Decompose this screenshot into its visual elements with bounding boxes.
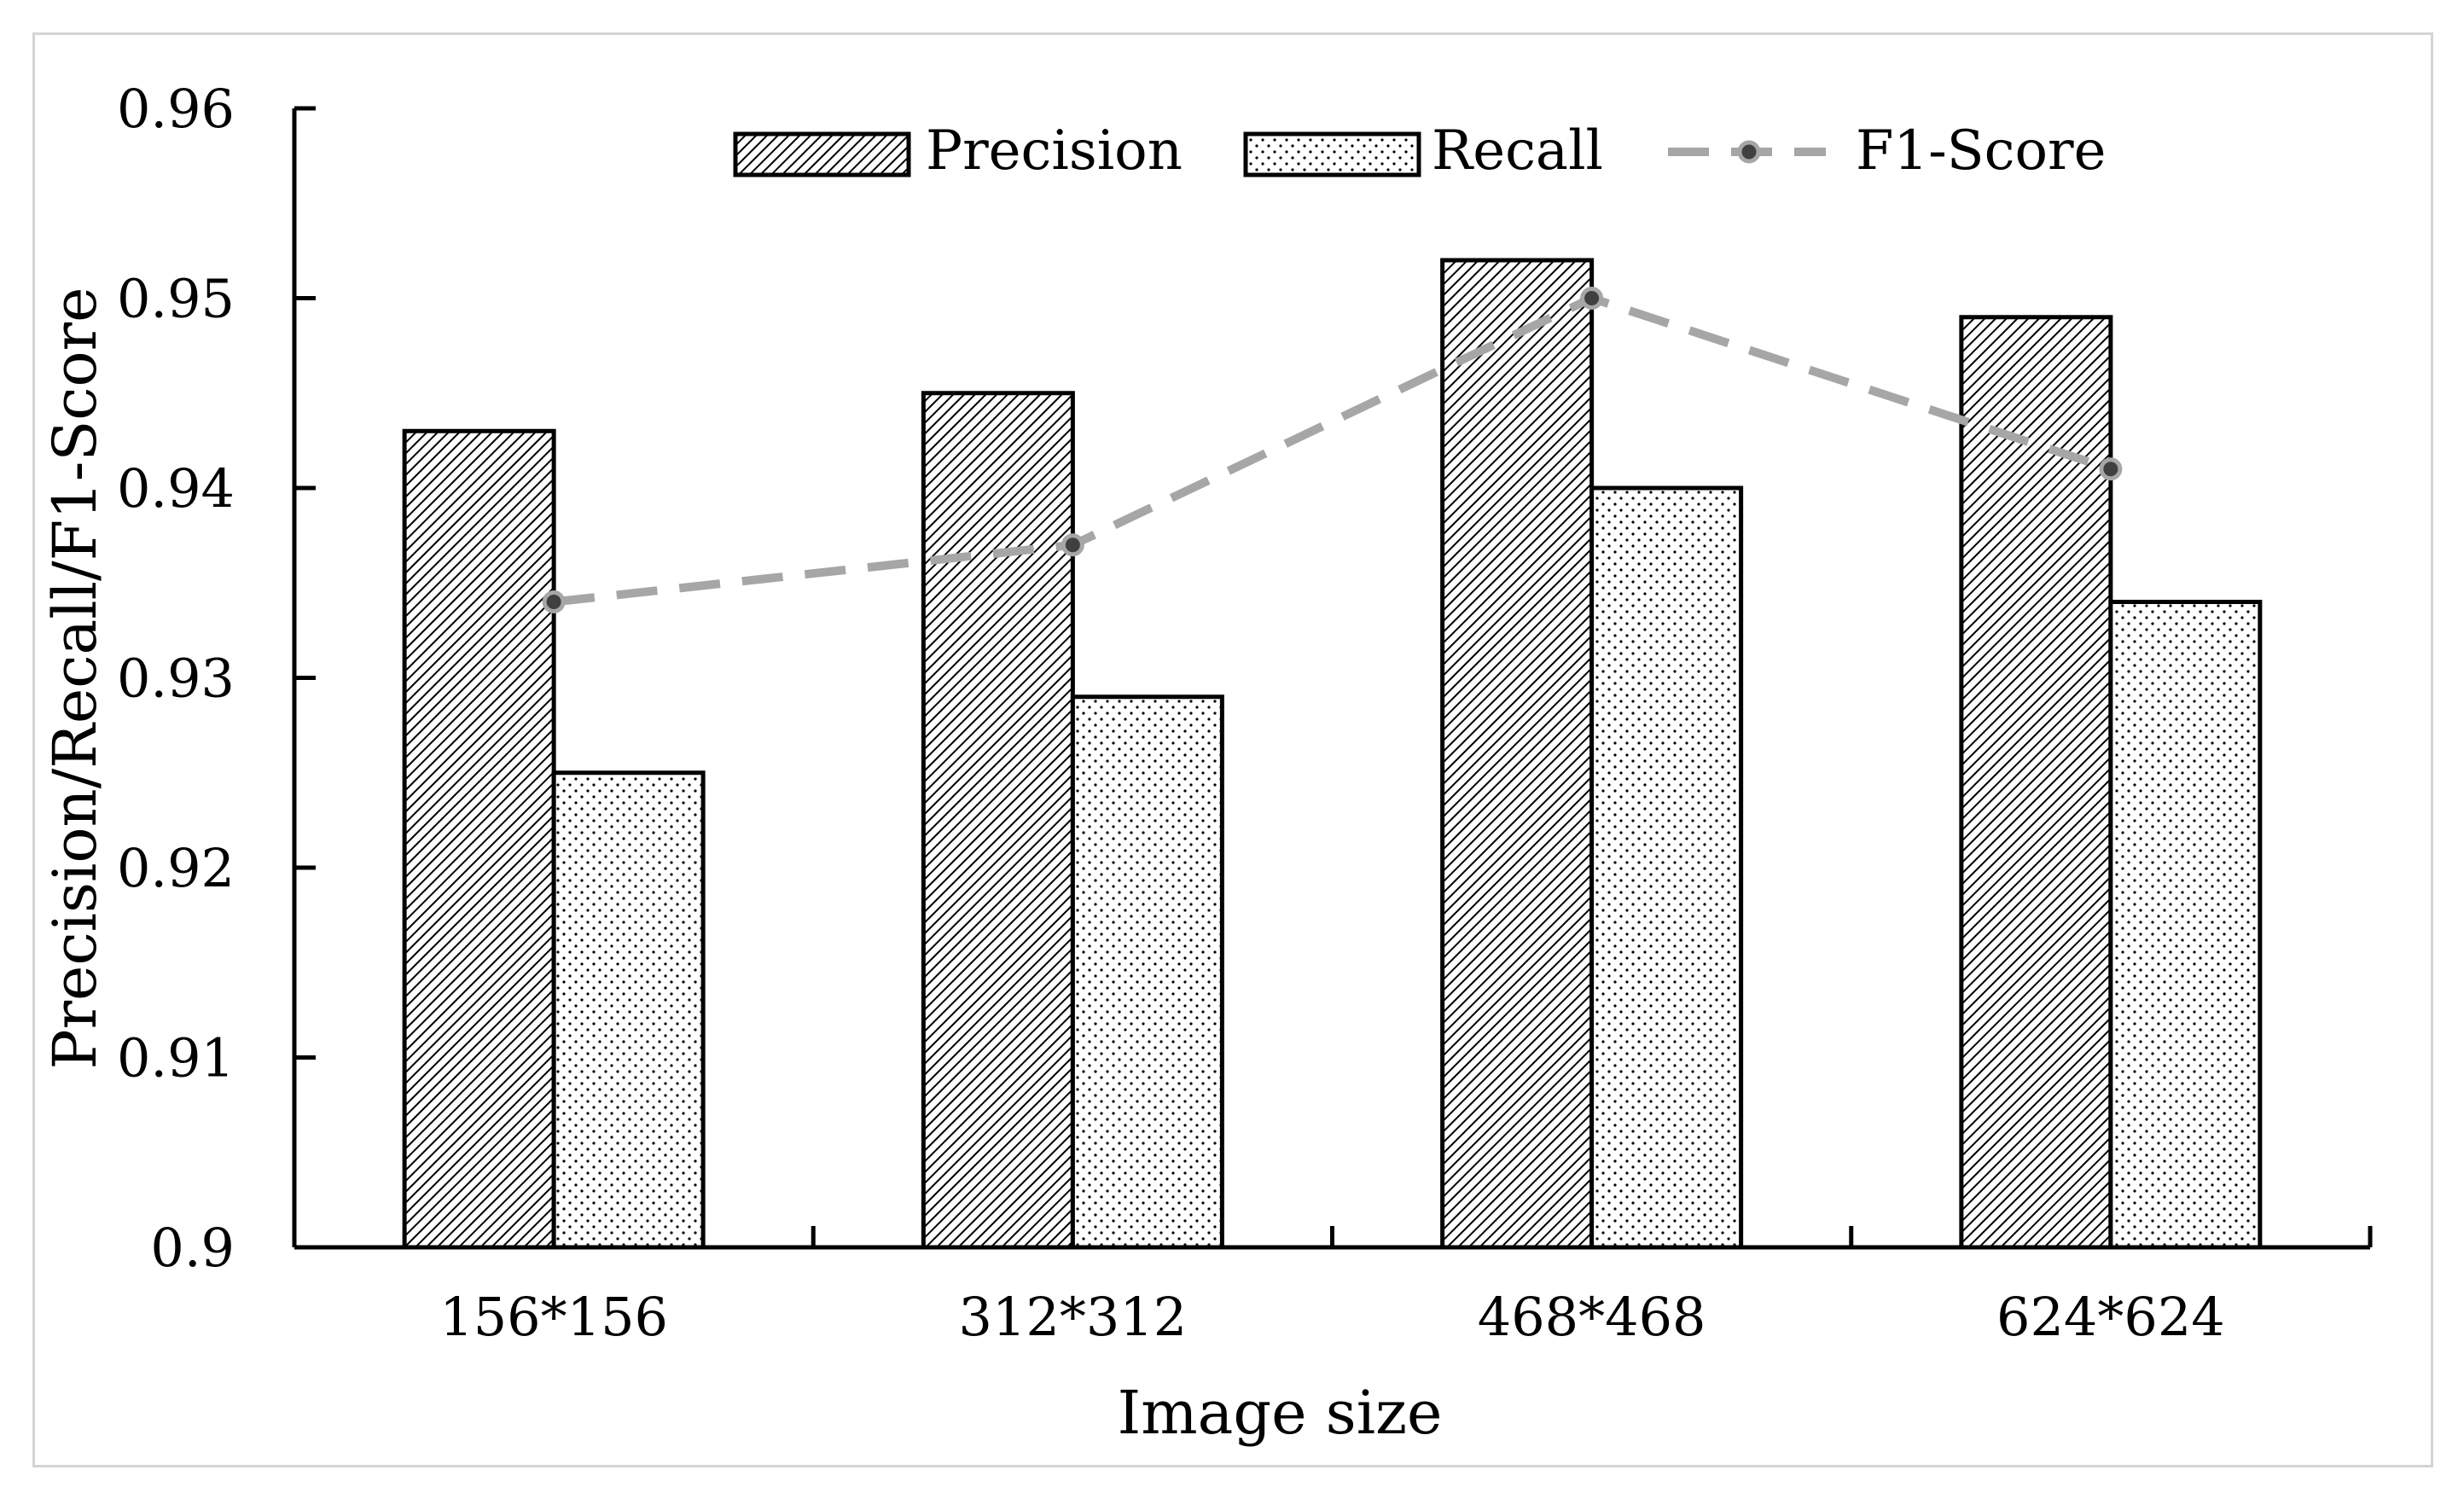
point-f1-score-1 — [542, 590, 566, 613]
bars-layer — [402, 258, 2263, 1250]
bar-precision-3 — [1440, 258, 1595, 1250]
point-f1-score-4 — [2099, 457, 2123, 481]
x-tick-label-1: 156*156 — [439, 1286, 668, 1348]
f1-line-layer — [542, 287, 2123, 613]
x-tick-label-3: 468*468 — [1478, 1286, 1706, 1348]
legend-recall-label: Recall — [1432, 119, 1603, 183]
point-f1-score-2 — [1061, 533, 1084, 557]
bar-recall-4 — [2108, 600, 2263, 1250]
axes-layer: 0.9 0.91 0.92 0.93 0.94 0.95 0.96 156*156 312*31… — [117, 78, 2373, 1348]
y-tick-label-2: 0.91 — [117, 1027, 235, 1089]
legend-f1-label: F1-Score — [1856, 119, 2106, 183]
x-axis-title: Image size — [1118, 1378, 1443, 1448]
y-tick-label-6: 0.95 — [117, 268, 235, 330]
bar-recall-2 — [1070, 694, 1224, 1250]
y-tick-label-5: 0.94 — [117, 457, 235, 520]
x-tick-label-2: 312*312 — [959, 1286, 1188, 1348]
legend: Precision Recall F1-Score — [733, 119, 2106, 183]
legend-precision-swatch — [733, 131, 911, 177]
y-tick-label-3: 0.92 — [117, 837, 235, 899]
legend-recall-swatch — [1243, 131, 1421, 177]
bar-recall-1 — [551, 770, 706, 1250]
y-tick-label-1: 0.9 — [150, 1217, 235, 1279]
bar-precision-2 — [921, 391, 1075, 1250]
bar-recall-3 — [1589, 485, 1744, 1250]
bar-precision-1 — [402, 428, 556, 1250]
y-tick-label-4: 0.93 — [117, 648, 235, 710]
x-tick-label-4: 624*624 — [1996, 1286, 2225, 1348]
legend-f1-swatch-marker — [1737, 140, 1761, 164]
point-f1-score-3 — [1580, 287, 1604, 310]
line-f1-score — [553, 293, 2112, 607]
y-axis-title: Precision/Recall/F1-Score — [40, 287, 110, 1069]
bar-precision-4 — [1959, 315, 2113, 1250]
y-tick-label-7: 0.96 — [117, 78, 235, 140]
legend-precision-label: Precision — [926, 119, 1183, 183]
